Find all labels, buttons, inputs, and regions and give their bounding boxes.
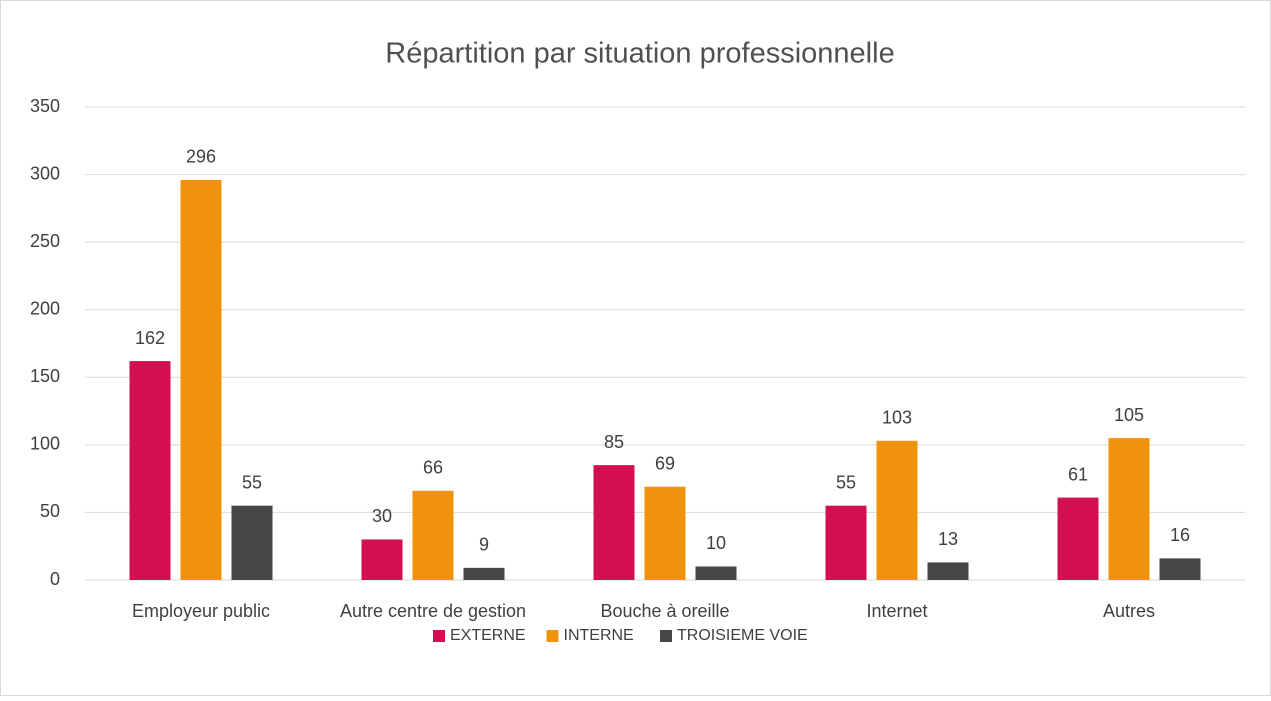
x-tick-label: Bouche à oreille — [600, 601, 729, 621]
data-label: 10 — [706, 533, 726, 553]
bar — [1057, 497, 1099, 580]
x-tick-label: Employeur public — [132, 601, 270, 621]
legend-swatch — [660, 630, 672, 642]
data-label: 296 — [186, 147, 216, 167]
bar — [1108, 438, 1150, 580]
bar — [695, 566, 737, 580]
data-label: 30 — [372, 506, 392, 526]
data-label: 13 — [938, 529, 958, 549]
data-label: 162 — [135, 328, 165, 348]
data-label: 103 — [882, 408, 912, 428]
data-label: 69 — [655, 454, 675, 474]
legend-swatch — [433, 630, 445, 642]
legend-label: INTERNE — [564, 627, 634, 644]
bar — [1159, 558, 1201, 580]
legend-label: EXTERNE — [450, 627, 526, 644]
y-tick-label: 350 — [30, 96, 60, 116]
y-tick-label: 50 — [40, 501, 60, 521]
data-label: 16 — [1170, 525, 1190, 545]
legend-swatch — [546, 630, 559, 642]
bar — [825, 505, 867, 580]
data-label: 9 — [479, 535, 489, 555]
x-tick-label: Autre centre de gestion — [340, 601, 526, 621]
data-label: 55 — [242, 472, 262, 492]
y-tick-label: 200 — [30, 298, 60, 318]
bar — [644, 486, 686, 580]
y-tick-label: 100 — [30, 434, 60, 454]
y-tick-label: 300 — [30, 163, 60, 183]
bar — [463, 567, 505, 580]
bar — [876, 440, 918, 580]
bar — [180, 179, 222, 580]
bar — [129, 361, 171, 580]
y-tick-label: 0 — [50, 569, 60, 589]
data-label: 61 — [1068, 464, 1088, 484]
y-tick-label: 250 — [30, 231, 60, 251]
data-label: 105 — [1114, 405, 1144, 425]
legend-label: TROISIEME VOIE — [677, 627, 808, 644]
y-tick-label: 150 — [30, 366, 60, 386]
bar — [927, 562, 969, 580]
x-tick-label: Autres — [1103, 601, 1155, 621]
chart-title: Répartition par situation professionnell… — [385, 38, 894, 70]
bar — [361, 539, 403, 580]
data-label: 66 — [423, 458, 443, 478]
data-label: 55 — [836, 472, 856, 492]
x-tick-label: Internet — [866, 601, 927, 621]
bar — [412, 490, 454, 580]
data-label: 85 — [604, 432, 624, 452]
bar — [593, 465, 635, 580]
bar — [231, 505, 273, 580]
